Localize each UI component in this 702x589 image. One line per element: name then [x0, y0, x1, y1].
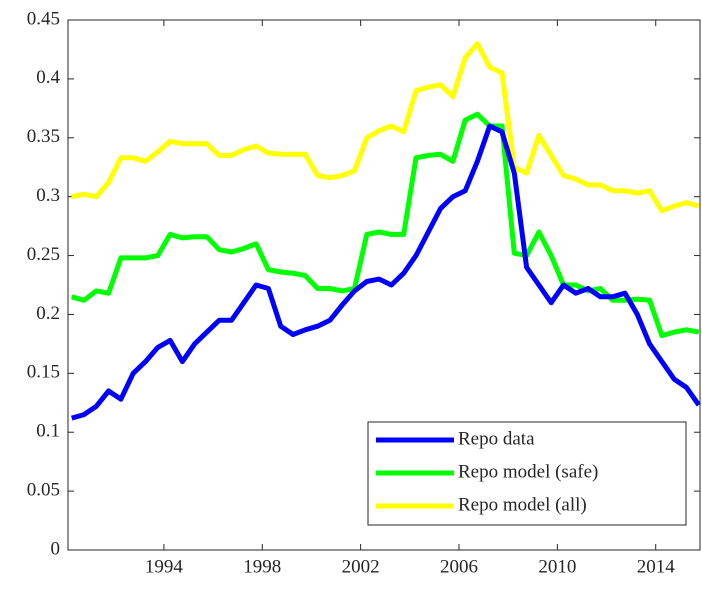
x-tick-label: 2010 — [538, 556, 576, 577]
x-tick-label: 1998 — [243, 556, 281, 577]
y-tick-label: 0.05 — [27, 479, 60, 500]
y-tick-label: 0.15 — [27, 362, 60, 383]
y-tick-label: 0.4 — [36, 67, 60, 88]
x-tick-label: 1994 — [145, 556, 184, 577]
y-tick-label: 0.3 — [36, 185, 60, 206]
y-tick-label: 0.1 — [36, 421, 60, 442]
y-tick-label: 0.35 — [27, 126, 60, 147]
data-line — [71, 41, 700, 214]
legend-label: Repo data — [458, 428, 535, 449]
legend-label: Repo model (safe) — [458, 461, 598, 482]
y-tick-label: 0.2 — [36, 303, 60, 324]
x-tick-label: 2006 — [440, 556, 478, 577]
legend-label: Repo model (all) — [458, 494, 587, 515]
y-tick-label: 0.45 — [27, 8, 60, 29]
axes-box — [67, 19, 701, 551]
x-tick-label: 2014 — [637, 556, 676, 577]
y-tick-label: 0.25 — [27, 244, 60, 265]
data-line — [71, 123, 701, 421]
x-tick-label: 2002 — [342, 556, 380, 577]
y-tick-label: 0 — [51, 538, 61, 559]
